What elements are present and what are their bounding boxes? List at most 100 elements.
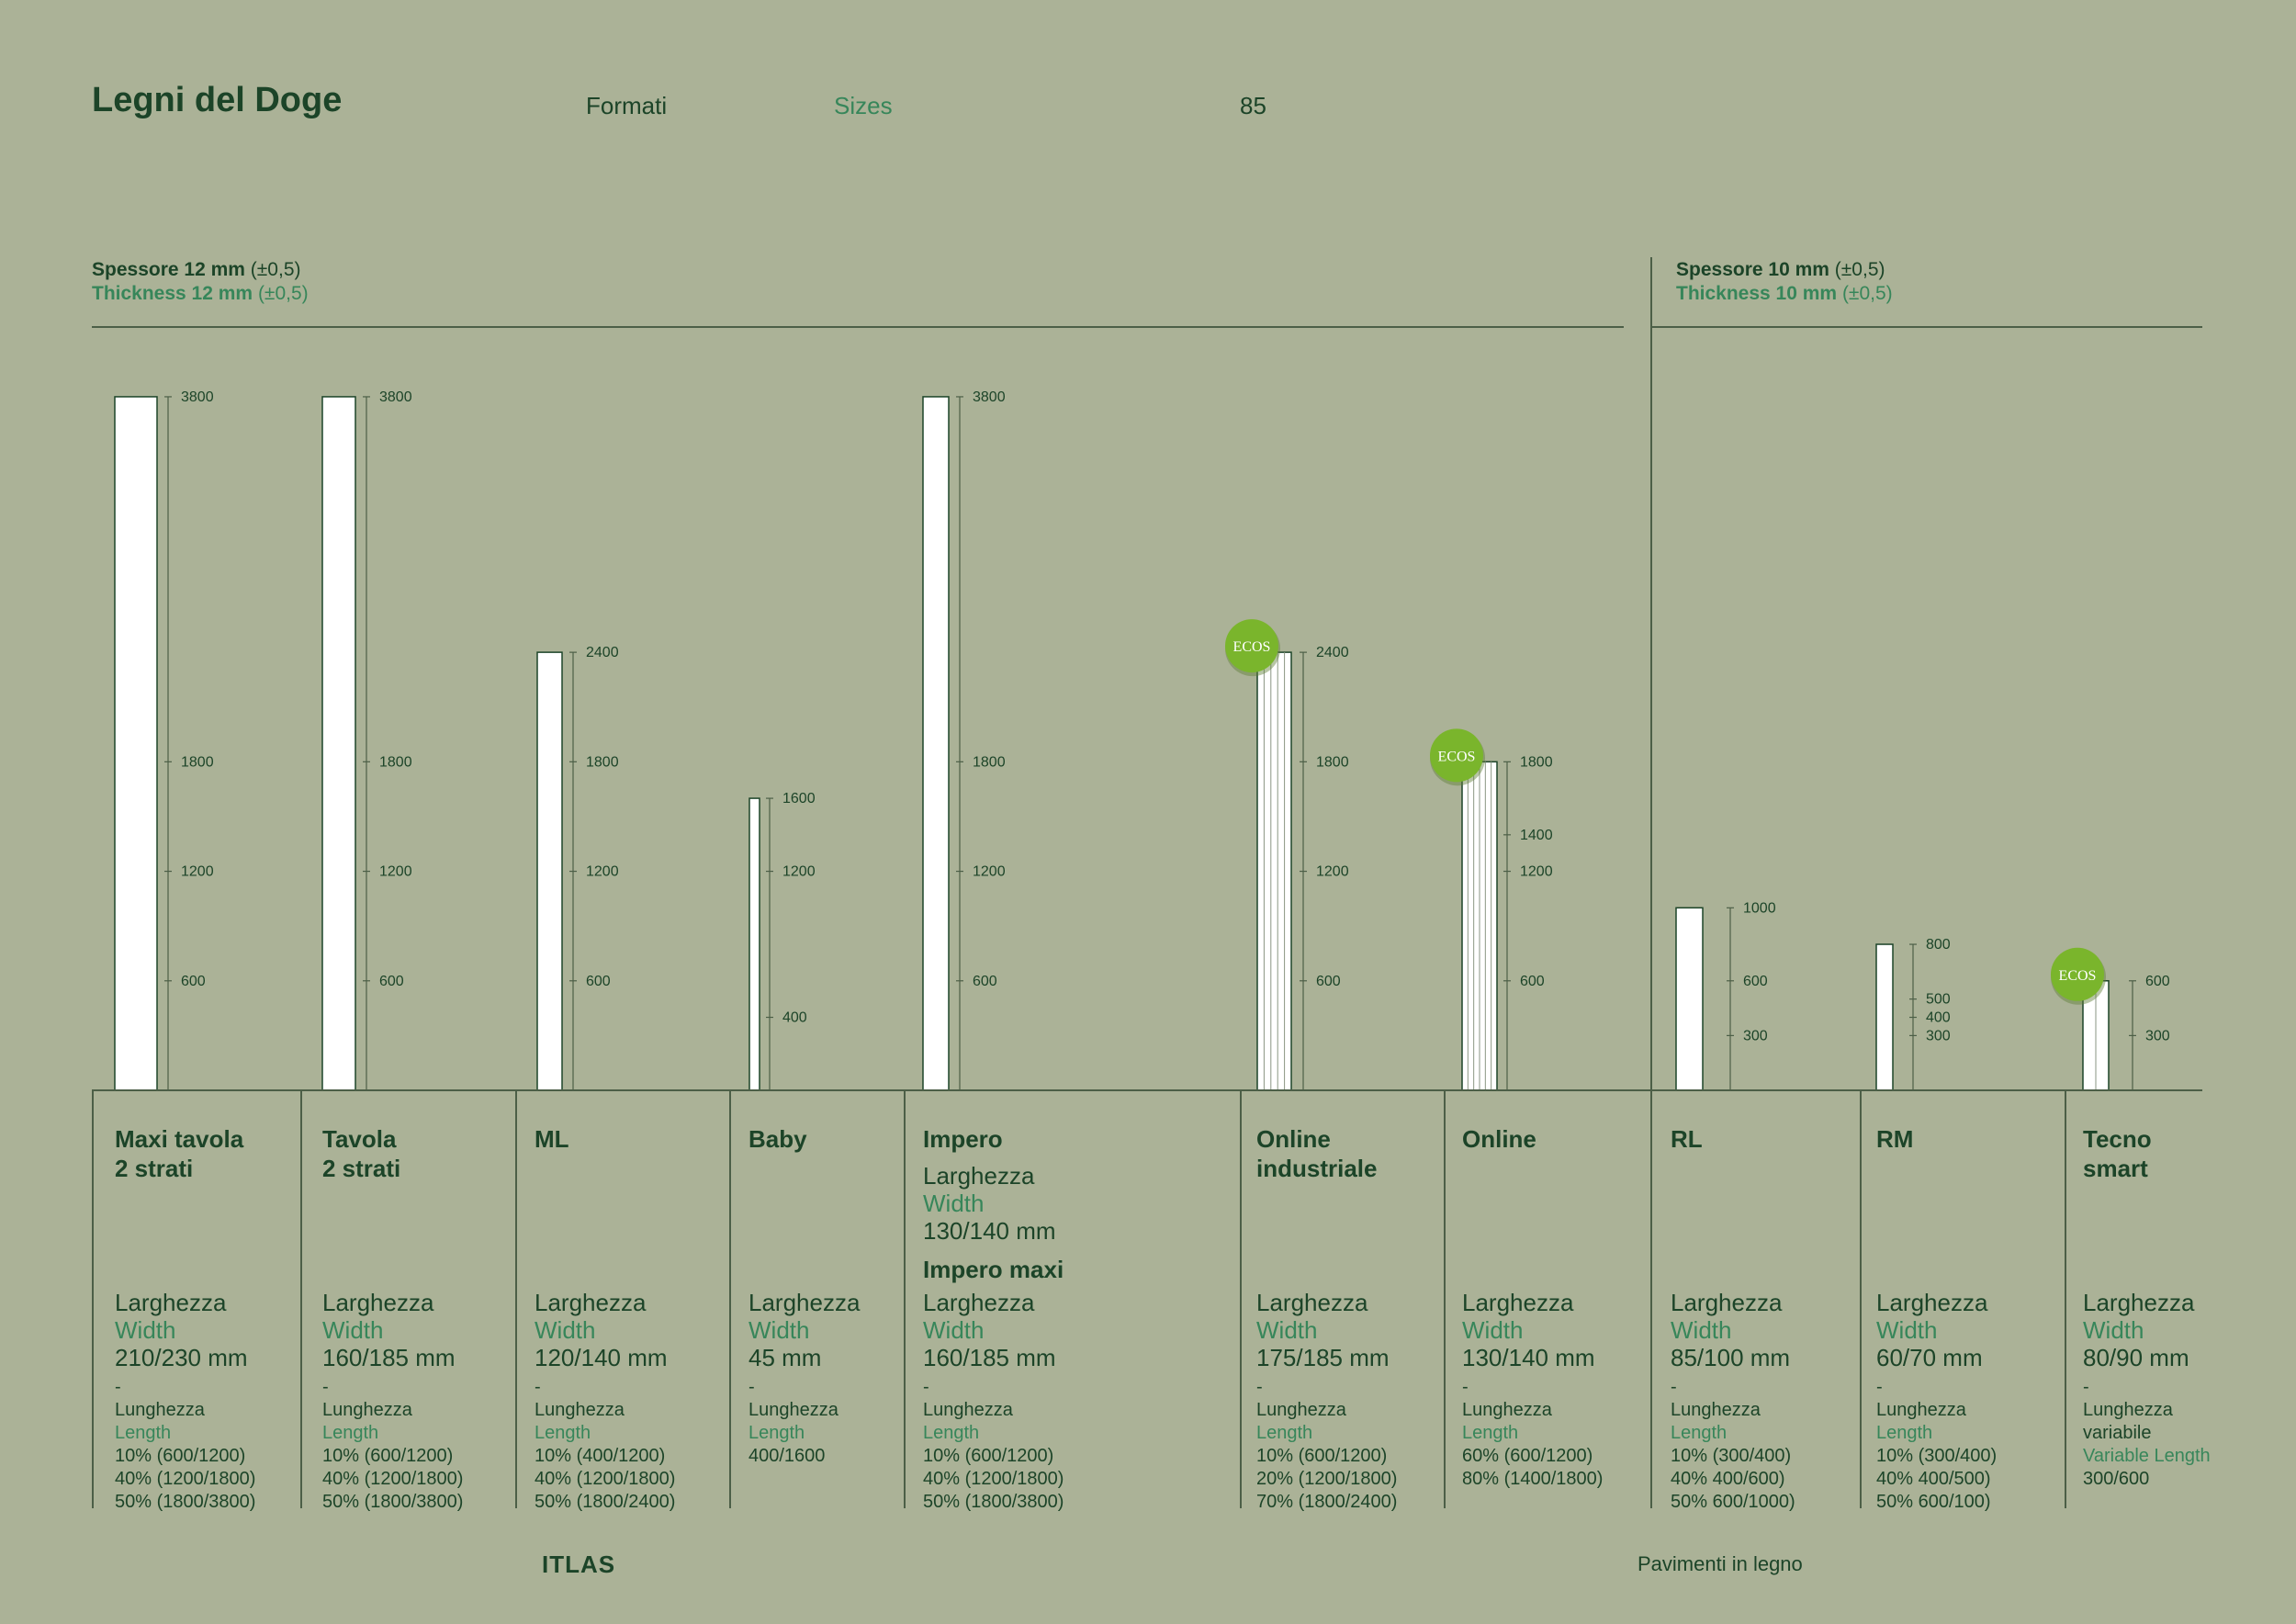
extra-width-label: Larghezza xyxy=(923,1162,1035,1190)
section-en-label: Thickness 10 mm xyxy=(1676,283,1838,304)
width-value: 60/70 mm xyxy=(1876,1344,1983,1371)
board-bar xyxy=(1675,907,1704,1091)
ecos-badge xyxy=(1430,728,1483,783)
tick-label: 1800 xyxy=(181,754,214,770)
tick-label: 600 xyxy=(1316,974,1341,989)
width-value: 175/185 mm xyxy=(1256,1344,1390,1371)
section-it-label: Spessore 12 mm xyxy=(92,259,245,280)
column-divider xyxy=(2065,1090,2066,1508)
product-name-line2: 2 strati xyxy=(115,1155,194,1182)
tick-label: 300 xyxy=(1926,1028,1951,1043)
length-distribution: 50% 600/100) xyxy=(1876,1492,1991,1512)
column-divider xyxy=(300,1090,302,1508)
length-distribution: 400/1600 xyxy=(748,1446,826,1466)
tick-label: 3800 xyxy=(379,389,412,405)
product-name: Online xyxy=(1462,1125,1536,1153)
column-divider xyxy=(92,1090,94,1508)
tick-label: 1200 xyxy=(379,864,412,880)
tick-label: 1800 xyxy=(1316,754,1349,770)
product-name: Tecno xyxy=(2083,1125,2152,1153)
length-distribution: 10% (600/1200) xyxy=(923,1446,1054,1466)
width-label-en: Width xyxy=(535,1316,596,1344)
separator: - xyxy=(115,1377,121,1397)
ecos-badge xyxy=(2051,947,2104,1001)
tick-label: 300 xyxy=(2145,1028,2170,1043)
tick-label: 600 xyxy=(586,974,611,989)
width-label: Larghezza xyxy=(923,1289,1035,1316)
width-value: 160/185 mm xyxy=(923,1344,1056,1371)
board-bar xyxy=(748,797,760,1091)
section-12mm-heading: Spessore 12 mm (±0,5) Thickness 12 mm (±… xyxy=(92,258,309,306)
itlas-logo: ITLAS xyxy=(542,1551,616,1578)
length-label: Lunghezza xyxy=(1462,1400,1552,1420)
length-distribution: 40% 400/600) xyxy=(1671,1469,1785,1489)
length-label: Lunghezza xyxy=(1256,1400,1346,1420)
length-label: Lunghezza xyxy=(748,1400,838,1420)
product-name: Tavola xyxy=(322,1125,397,1153)
ecos-badge-label: ECOS xyxy=(1438,749,1476,764)
length-label-en: Variable Length xyxy=(2083,1446,2211,1466)
tick-label: 1200 xyxy=(1520,864,1553,880)
length-label: Lunghezza xyxy=(115,1400,205,1420)
tick-label: 1800 xyxy=(1520,754,1553,770)
width-label-en: Width xyxy=(1462,1316,1524,1344)
tick-label: 600 xyxy=(379,974,404,989)
page-number: 85 xyxy=(1240,92,1266,119)
column-divider xyxy=(1860,1090,1862,1508)
length-distribution: 70% (1800/2400) xyxy=(1256,1492,1398,1512)
tick-label: 1800 xyxy=(379,754,412,770)
ecos-badge-label: ECOS xyxy=(2059,968,2097,984)
length-distribution: 40% (1200/1800) xyxy=(535,1469,676,1489)
width-label-en: Width xyxy=(115,1316,176,1344)
product-name-line2: industriale xyxy=(1256,1155,1378,1182)
section-divider xyxy=(1650,257,1652,1090)
section-10mm-heading: Spessore 10 mm (±0,5) Thickness 10 mm (±… xyxy=(1676,258,1893,306)
length-distribution: 10% (600/1200) xyxy=(115,1446,246,1466)
length-label: Lunghezza xyxy=(535,1400,625,1420)
board-bar xyxy=(321,396,356,1091)
board-bar xyxy=(114,396,158,1091)
section-it-tol: (±0,5) xyxy=(1834,259,1885,280)
tick-label: 2400 xyxy=(1316,645,1349,660)
length-distribution: 50% 600/1000) xyxy=(1671,1492,1795,1512)
tick-label: 600 xyxy=(1743,974,1768,989)
column-divider xyxy=(1650,1090,1652,1508)
section-rule-12mm xyxy=(92,326,1624,328)
tick-label: 1800 xyxy=(586,754,619,770)
width-label-en: Width xyxy=(1876,1316,1938,1344)
tick-label: 1000 xyxy=(1743,900,1776,916)
length-label: Lunghezza xyxy=(2083,1400,2173,1420)
product-name-line2: smart xyxy=(2083,1155,2148,1182)
tick-label: 1200 xyxy=(782,864,816,880)
width-value: 160/185 mm xyxy=(322,1344,456,1371)
tick-label: 3800 xyxy=(181,389,214,405)
product-name: ML xyxy=(535,1125,569,1153)
width-label: Larghezza xyxy=(1671,1289,1783,1316)
tick-label: 600 xyxy=(973,974,997,989)
section-en-tol: (±0,5) xyxy=(257,283,309,304)
board-bar xyxy=(1875,943,1894,1091)
chart-baseline xyxy=(92,1089,2202,1091)
tick-label: 500 xyxy=(1926,992,1951,1008)
section-it-tol: (±0,5) xyxy=(250,259,301,280)
header-sizes: Sizes xyxy=(834,92,893,119)
width-label: Larghezza xyxy=(535,1289,647,1316)
length-distribution: 10% (300/400) xyxy=(1671,1446,1792,1466)
width-label-en: Width xyxy=(923,1316,985,1344)
separator: - xyxy=(322,1377,329,1397)
tick-label: 1200 xyxy=(973,864,1006,880)
column-divider xyxy=(729,1090,731,1508)
tick-label: 300 xyxy=(1743,1028,1768,1043)
product-name: Maxi tavola xyxy=(115,1125,244,1153)
separator: - xyxy=(1462,1377,1469,1397)
ecos-badge-label: ECOS xyxy=(1233,639,1271,655)
width-value: 120/140 mm xyxy=(535,1344,668,1371)
brand-title: Legni del Doge xyxy=(92,81,343,119)
width-value: 80/90 mm xyxy=(2083,1344,2189,1371)
length-label-en: Length xyxy=(1256,1423,1313,1443)
width-label-en: Width xyxy=(322,1316,384,1344)
length-distribution: 50% (1800/3800) xyxy=(115,1492,256,1512)
ecos-badge xyxy=(1225,619,1278,673)
length-distribution: 10% (400/1200) xyxy=(535,1446,666,1466)
length-distribution: 40% (1200/1800) xyxy=(923,1469,1064,1489)
